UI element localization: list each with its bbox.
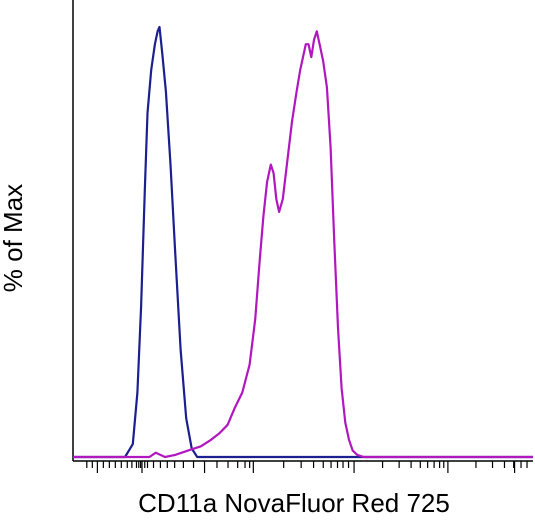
x-axis-label: CD11a NovaFluor Red 725	[138, 488, 450, 518]
y-axis-label: % of Max	[0, 184, 28, 292]
series-layer	[73, 25, 533, 459]
x-axis-ticks	[86, 461, 528, 473]
series-line-0	[73, 25, 533, 459]
series-line-1	[73, 30, 533, 459]
